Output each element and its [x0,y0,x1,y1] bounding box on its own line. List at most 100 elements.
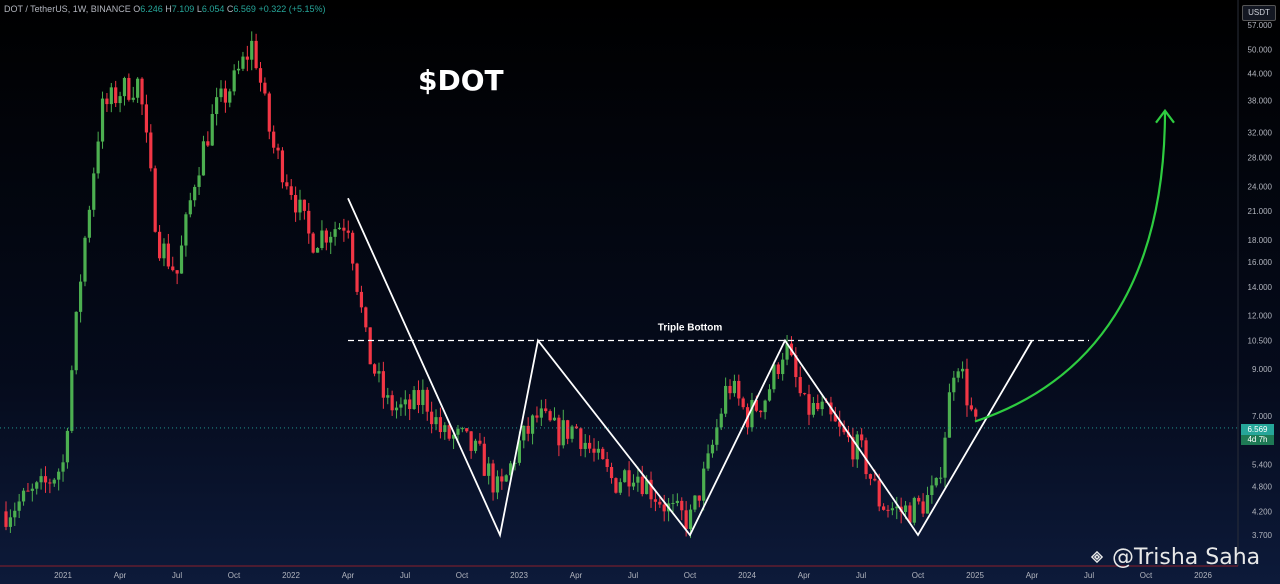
candle-body [776,364,780,375]
candle-body [877,480,881,507]
candle-body [706,453,710,469]
candle-body [693,495,697,510]
candle-body [509,463,513,476]
candle-body [925,495,930,514]
candle-body [223,88,227,103]
candle-body [26,490,30,492]
candle-body [895,506,899,509]
candle-body [162,243,166,259]
candle-body [13,510,17,518]
candle-body [171,266,175,271]
time-tick-label: Oct [684,571,697,580]
price-tick-label: 28.000 [1248,154,1273,163]
candle-body [969,405,973,410]
open-value: 6.246 [140,4,163,14]
candle-body [337,227,342,230]
candle-body [52,479,56,484]
candle-body [763,400,767,413]
candle-body [153,168,157,232]
candle-body [263,82,267,94]
candle-body [438,417,443,433]
candle-body [785,343,789,360]
candle-body [434,417,438,425]
price-tick-label: 4.200 [1252,507,1273,516]
binance-square-icon [1090,550,1104,564]
candle-body [254,40,258,69]
candle-body [377,371,381,374]
candle-body [750,399,754,428]
candle-body [250,40,254,60]
candle-body [956,371,960,378]
price-tick-label: 5.400 [1252,460,1273,469]
candle-body [588,442,592,449]
candle-body [772,364,776,390]
low-value: 6.054 [201,4,225,14]
candle-body [478,440,482,444]
price-tick-label: 44.000 [1248,69,1273,78]
candle-body [680,500,684,511]
candle-body [903,505,908,512]
candle-body [566,420,570,439]
candle-body [241,56,245,69]
candle-body [737,380,741,399]
time-tick-label: Jul [856,571,866,580]
candle-body [179,245,184,274]
price-tick-label: 16.000 [1248,258,1273,267]
candle-body [557,417,561,446]
candle-body [219,88,223,98]
candle-body [193,186,197,201]
time-tick-label: Oct [912,571,925,580]
candle-body [605,459,609,468]
time-tick-label: Jul [172,571,182,580]
candle-body [548,411,552,421]
time-tick-label: Apr [798,571,811,580]
candle-body [412,390,416,410]
candle-body [495,476,500,493]
candle-body [43,476,48,483]
currency-button[interactable]: USDT [1242,5,1276,21]
price-tick-label: 12.000 [1248,312,1273,321]
candle-body [118,96,122,104]
candle-body [298,199,302,213]
candle-body [294,194,298,213]
candle-body [48,482,52,484]
candle-body [838,421,842,427]
candle-body [921,501,925,514]
candle-body [504,475,508,482]
candle-body [166,243,170,267]
candle-body [724,385,728,414]
candle-body [794,355,798,378]
candle-body [759,410,763,413]
candle-body [544,408,548,412]
candle-body [386,395,390,398]
price-tick-label: 7.000 [1252,412,1273,421]
candle-body [732,380,737,394]
candle-body [561,420,565,446]
candle-body [781,359,785,375]
candle-body [671,503,675,505]
candle-body [21,490,26,502]
countdown-tag: 4d 7h [1241,435,1274,445]
open-label: O [133,4,141,14]
candle-body [618,482,622,493]
candle-body [939,477,943,479]
candle-body [930,485,934,496]
candle-body [487,463,491,476]
watermark: @Trisha Saha [1088,545,1260,570]
candle-body [131,97,135,100]
candle-body [403,399,407,405]
pattern-label: Triple Bottom [658,322,723,333]
projection-arrow [974,110,1167,423]
candle-body [289,186,293,195]
candle-body [842,426,846,433]
candle-body [188,200,192,215]
candle-body [245,56,249,60]
candle-body [74,311,78,371]
candle-body [491,463,495,493]
candle-body [311,233,315,253]
price-tick-label: 18.000 [1248,236,1273,245]
candle-body [860,434,864,441]
price-tick-label: 50.000 [1248,45,1273,54]
candle-body [184,214,188,246]
